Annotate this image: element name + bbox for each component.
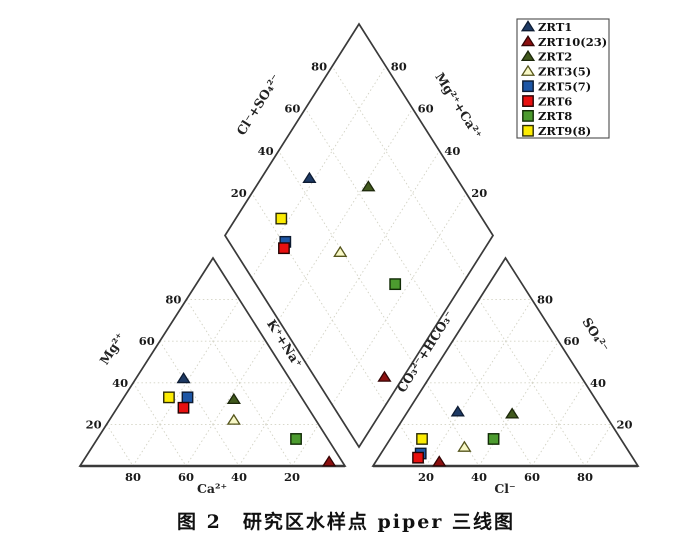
- tick-cl-axis: 40: [471, 470, 487, 484]
- anion-plot-points: [412, 405, 520, 467]
- tick-diamond-left: 60: [284, 102, 300, 116]
- tick-cl-axis: 20: [418, 470, 434, 484]
- marker-cation-ZRT10(23): [322, 455, 337, 467]
- legend-label: ZRT2: [538, 50, 572, 64]
- axis-label-k-na: K⁺+Na⁺: [264, 317, 306, 371]
- tick-mg-axis: 20: [86, 417, 102, 431]
- tick-so4-axis: 60: [564, 334, 580, 348]
- tick-ca-axis: 20: [284, 470, 300, 484]
- tick-mg-axis: 80: [165, 293, 181, 307]
- legend-label: ZRT1: [538, 20, 572, 34]
- tick-labels: 20 20 20 20 20 20 40 40 40 40 40 40 60 60 60 60 60 60 80 80…: [86, 59, 633, 484]
- tick-diamond-left: 40: [258, 144, 274, 158]
- cation-plot-points: [163, 372, 337, 467]
- marker-cation-ZRT2: [226, 392, 241, 404]
- tick-diamond-right: 20: [471, 186, 487, 200]
- tick-ca-axis: 40: [231, 470, 247, 484]
- plot-outlines: [78, 22, 640, 468]
- marker-anion-ZRT2: [505, 407, 520, 419]
- marker-anion-ZRT10(23): [432, 455, 447, 467]
- legend-label: ZRT10(23): [538, 35, 607, 49]
- marker-diamond-ZRT6: [278, 242, 290, 255]
- axis-label-co3-hco3: CO₃²⁻+HCO₃⁻: [394, 308, 457, 395]
- legend-marker-ZRT2: [520, 49, 536, 62]
- legend-marker-ZRT3(5): [520, 64, 536, 76]
- tick-diamond-left: 80: [311, 59, 327, 73]
- legend-label: ZRT5(7): [538, 79, 591, 93]
- marker-anion-ZRT6: [412, 451, 424, 464]
- marker-cation-ZRT6: [177, 401, 190, 414]
- marker-anion-ZRT1: [450, 405, 465, 417]
- marker-diamond-ZRT1: [302, 171, 317, 183]
- marker-diamond-ZRT8: [389, 278, 402, 291]
- tick-diamond-right: 80: [391, 59, 407, 73]
- marker-cation-ZRT1: [176, 372, 191, 384]
- axis-label-mg-ca: Mg²⁺+Ca²⁺: [432, 70, 485, 142]
- tick-diamond-left: 20: [231, 186, 247, 200]
- legend-label: ZRT3(5): [538, 65, 591, 79]
- tick-ca-axis: 80: [125, 470, 141, 484]
- marker-anion-ZRT3(5): [457, 440, 472, 452]
- axis-label-ca: Ca²⁺: [197, 481, 227, 496]
- marker-anion-ZRT9(8): [416, 433, 428, 445]
- marker-anion-ZRT8: [487, 433, 500, 445]
- legend-marker-ZRT5(7): [522, 80, 534, 93]
- legend-marker-ZRT1: [520, 20, 536, 32]
- diamond-plot-points: [275, 171, 402, 382]
- tick-cl-axis: 80: [577, 470, 593, 484]
- tick-ca-axis: 60: [178, 470, 194, 484]
- axis-label-so4: SO₄²⁻: [579, 315, 612, 355]
- tick-so4-axis: 40: [590, 376, 606, 390]
- legend-label: ZRT6: [538, 94, 572, 108]
- marker-diamond-ZRT2: [361, 180, 376, 192]
- legend-marker-ZRT8: [522, 109, 534, 122]
- tick-mg-axis: 60: [139, 334, 155, 348]
- tick-cl-axis: 60: [524, 470, 540, 484]
- gridlines: [106, 66, 612, 467]
- tick-diamond-right: 60: [418, 102, 434, 116]
- legend: ZRT1ZRT10(23)ZRT2ZRT3(5)ZRT5(7)ZRT6ZRT8Z…: [516, 18, 610, 139]
- axis-label-mg: Mg²⁺: [97, 330, 128, 367]
- marker-cation-ZRT5(7): [181, 391, 194, 404]
- marker-cation-ZRT8: [290, 433, 302, 445]
- tick-mg-axis: 40: [112, 376, 128, 390]
- tick-so4-axis: 20: [617, 417, 633, 431]
- legend-label: ZRT9(8): [538, 124, 591, 138]
- legend-marker-ZRT10(23): [520, 35, 536, 47]
- marker-cation-ZRT3(5): [226, 413, 241, 425]
- tick-diamond-right: 40: [444, 144, 460, 158]
- marker-diamond-ZRT3(5): [333, 245, 348, 257]
- diamond-outline: [223, 22, 495, 449]
- legend-marker-ZRT6: [522, 95, 534, 107]
- tick-so4-axis: 80: [537, 293, 553, 307]
- axis-label-cl-so4: Cl⁻+SO₄²⁻: [233, 71, 283, 137]
- axis-label-cl: Cl⁻: [494, 481, 515, 496]
- legend-label: ZRT8: [538, 109, 572, 123]
- marker-cation-ZRT9(8): [163, 391, 175, 404]
- legend-marker-ZRT9(8): [522, 124, 534, 137]
- marker-diamond-ZRT9(8): [275, 212, 288, 225]
- marker-diamond-ZRT10(23): [377, 370, 392, 382]
- figure-caption: 图 2 研究区水样点 piper 三线图: [177, 511, 515, 533]
